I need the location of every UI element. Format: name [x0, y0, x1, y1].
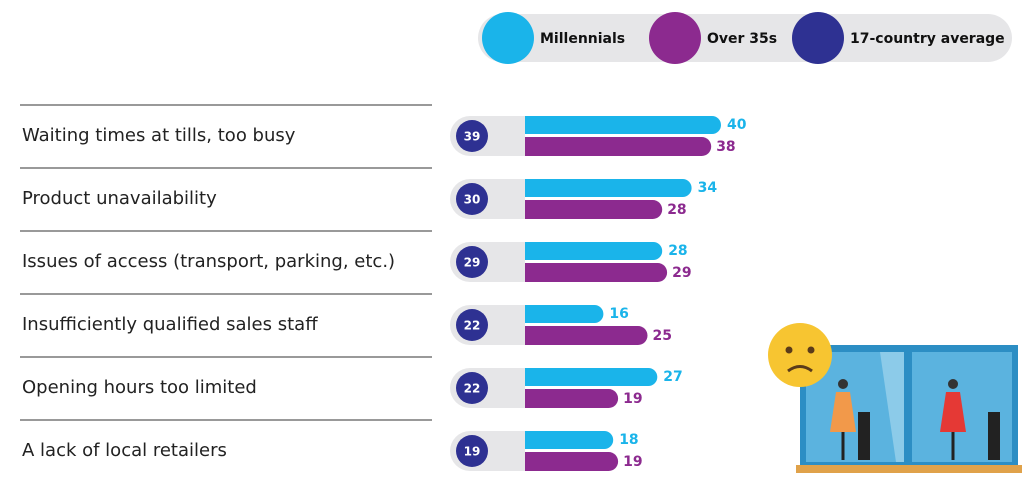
shop-illustration: [768, 323, 1022, 473]
value-label: 16: [609, 306, 628, 322]
legend-swatch: [792, 12, 844, 64]
average-label: 29: [464, 256, 481, 270]
legend-swatch: [649, 12, 701, 64]
average-marker: [456, 372, 488, 404]
category-label: Waiting times at tills, too busy: [22, 125, 296, 146]
average-marker: [456, 435, 488, 467]
bar: [525, 242, 663, 260]
bar: [525, 263, 668, 282]
average-marker: [456, 183, 488, 215]
average-label: 22: [464, 382, 481, 396]
category-label: Product unavailability: [22, 188, 217, 209]
bar: [525, 368, 658, 386]
bar: [525, 431, 614, 449]
value-label: 29: [672, 265, 691, 281]
bar: [525, 137, 712, 156]
bar: [525, 452, 619, 471]
legend-label: 17-country average: [850, 31, 1005, 47]
legend-swatch: [482, 12, 534, 64]
bar: [525, 389, 619, 408]
value-label: 27: [663, 369, 682, 385]
value-label: 28: [667, 202, 686, 218]
category-label: Opening hours too limited: [22, 377, 257, 398]
average-marker: [456, 246, 488, 278]
bar: [525, 200, 663, 219]
average-marker: [456, 120, 488, 152]
average-label: 30: [464, 193, 481, 207]
average-marker: [456, 309, 488, 341]
value-label: 25: [653, 328, 672, 344]
legend-label: Millennials: [540, 31, 625, 47]
bar: [525, 326, 648, 345]
value-label: 18: [619, 432, 638, 448]
category-label: A lack of local retailers: [22, 440, 227, 461]
average-label: 19: [464, 445, 481, 459]
value-label: 34: [698, 180, 718, 196]
legend-label: Over 35s: [707, 31, 777, 47]
category-label: Issues of access (transport, parking, et…: [22, 251, 395, 272]
bar: [525, 179, 692, 197]
value-label: 19: [623, 454, 642, 470]
value-label: 28: [668, 243, 687, 259]
value-label: 19: [623, 391, 642, 407]
average-label: 22: [464, 319, 481, 333]
average-label: 39: [464, 130, 481, 144]
category-label: Insufficiently qualified sales staff: [22, 314, 318, 335]
legend-background: [478, 14, 1012, 62]
value-label: 40: [727, 117, 747, 133]
bar: [525, 305, 604, 323]
value-label: 38: [716, 139, 735, 155]
bar: [525, 116, 721, 134]
